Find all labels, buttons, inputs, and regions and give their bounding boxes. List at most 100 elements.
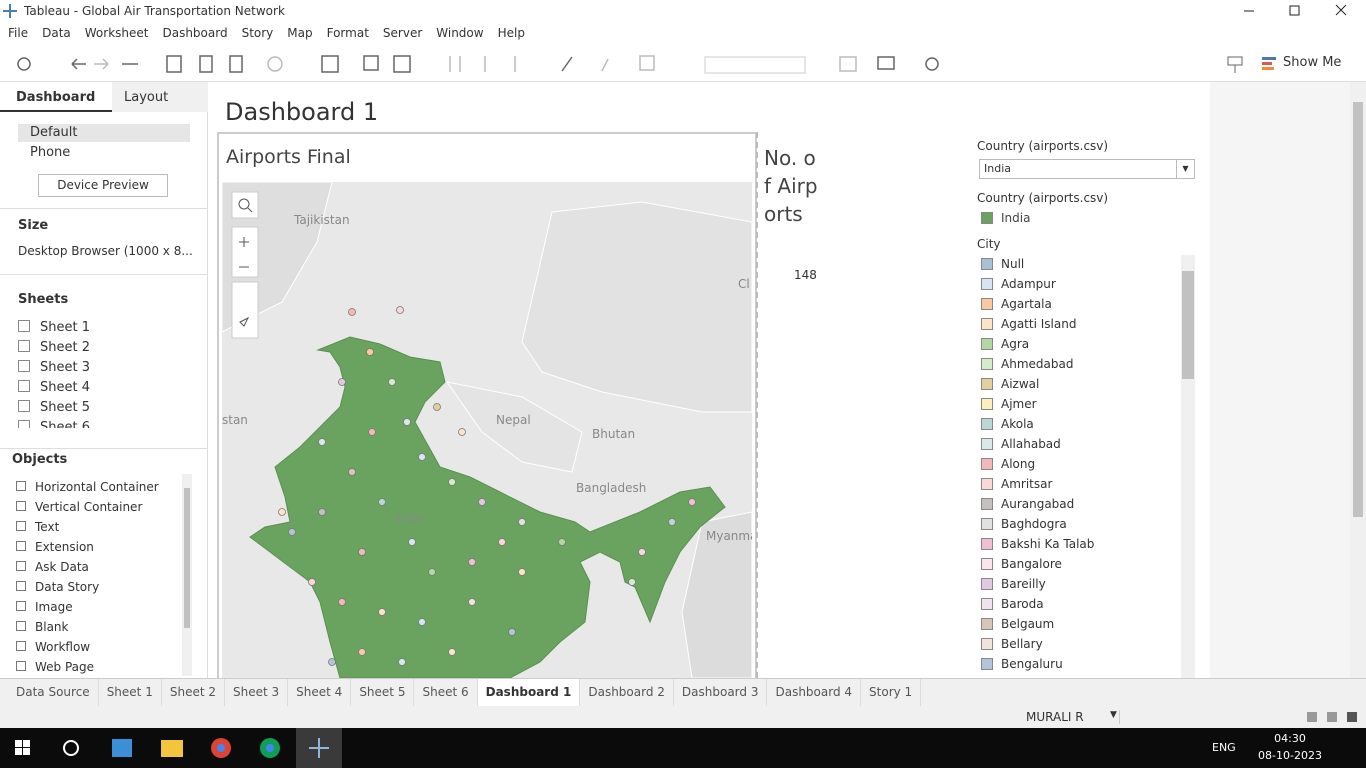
- sheet-tab[interactable]: Sheet 6: [414, 679, 478, 706]
- airport-point[interactable]: [458, 428, 466, 436]
- airport-point[interactable]: [348, 308, 356, 316]
- menu-item[interactable]: Dashboard: [162, 26, 228, 40]
- city-legend-item[interactable]: Ahmedabad: [977, 355, 1197, 375]
- city-legend-item[interactable]: Baroda: [977, 595, 1197, 615]
- sheet-item[interactable]: Sheet 4: [18, 380, 198, 400]
- airport-point[interactable]: [418, 618, 426, 626]
- menu-item[interactable]: Story: [241, 26, 274, 40]
- airport-point[interactable]: [428, 568, 436, 576]
- size-dropdown[interactable]: Desktop Browser (1000 x 8...: [18, 244, 192, 258]
- view-icons[interactable]: [1305, 710, 1361, 724]
- airport-point[interactable]: [378, 498, 386, 506]
- object-item[interactable]: Image: [16, 600, 186, 620]
- canvas-scrollbar[interactable]: [1350, 82, 1366, 678]
- airport-point[interactable]: [358, 548, 366, 556]
- city-legend-item[interactable]: Amritsar: [977, 475, 1197, 495]
- country-legend-item[interactable]: India: [981, 211, 1030, 225]
- airport-point[interactable]: [398, 658, 406, 666]
- airport-point[interactable]: [318, 438, 326, 446]
- menu-item[interactable]: Worksheet: [84, 26, 149, 40]
- map[interactable]: Tajikistan Nepal Bhutan Bangladesh India Myan…: [222, 182, 752, 678]
- airport-point[interactable]: [368, 428, 376, 436]
- device-default[interactable]: Default: [18, 124, 190, 142]
- sheet-item[interactable]: Sheet 6: [18, 420, 198, 428]
- airport-point[interactable]: [378, 608, 386, 616]
- sheet-tab[interactable]: Sheet 4: [288, 679, 352, 706]
- airport-point[interactable]: [478, 498, 486, 506]
- city-legend-item[interactable]: Agatti Island: [977, 315, 1197, 335]
- menu-item[interactable]: Map: [287, 26, 313, 40]
- city-legend-item[interactable]: Bengaluru: [977, 655, 1197, 675]
- presentation-icon[interactable]: [1226, 55, 1266, 75]
- airport-point[interactable]: [388, 378, 396, 386]
- airport-point[interactable]: [628, 578, 636, 586]
- airport-point[interactable]: [358, 648, 366, 656]
- city-legend-item[interactable]: Bareilly: [977, 575, 1197, 595]
- sheet-tab[interactable]: Dashboard 3: [674, 679, 768, 706]
- object-item[interactable]: Ask Data: [16, 560, 186, 580]
- sheet-item[interactable]: Sheet 5: [18, 400, 198, 420]
- airport-point[interactable]: [348, 468, 356, 476]
- city-legend-item[interactable]: Bellary: [977, 635, 1197, 655]
- city-legend-item[interactable]: Bangalore: [977, 555, 1197, 575]
- airport-point[interactable]: [403, 418, 411, 426]
- menu-item[interactable]: Help: [497, 26, 525, 40]
- airport-point[interactable]: [433, 403, 441, 411]
- airport-point[interactable]: [328, 658, 336, 666]
- device-phone[interactable]: Phone: [30, 145, 71, 160]
- city-legend-item[interactable]: Allahabad: [977, 435, 1197, 455]
- object-item[interactable]: Text: [16, 520, 186, 540]
- airport-point[interactable]: [508, 628, 516, 636]
- show-me-button[interactable]: Show Me: [1283, 55, 1342, 70]
- object-item[interactable]: Data Story: [16, 580, 186, 600]
- sheet-tab[interactable]: Sheet 2: [162, 679, 225, 706]
- airport-point[interactable]: [338, 378, 346, 386]
- airport-point[interactable]: [518, 568, 526, 576]
- city-legend-item[interactable]: Along: [977, 455, 1197, 475]
- tab-layout[interactable]: Layout: [112, 82, 208, 112]
- device-preview-button[interactable]: Device Preview: [38, 174, 168, 197]
- airport-point[interactable]: [468, 558, 476, 566]
- airport-point[interactable]: [468, 598, 476, 606]
- sheet-item[interactable]: Sheet 3: [18, 360, 198, 380]
- menu-item[interactable]: Data: [42, 26, 71, 40]
- object-item[interactable]: Vertical Container: [16, 500, 186, 520]
- city-legend-item[interactable]: Aizwal: [977, 375, 1197, 395]
- airport-point[interactable]: [408, 538, 416, 546]
- airport-point[interactable]: [278, 508, 286, 516]
- sheet-tab[interactable]: Story 1: [861, 679, 922, 706]
- airport-point[interactable]: [518, 518, 526, 526]
- airport-point[interactable]: [558, 538, 566, 546]
- user-menu[interactable]: MURALI R ▼: [1000, 710, 1120, 724]
- taskbar-icons[interactable]: [0, 728, 350, 768]
- airport-point[interactable]: [448, 648, 456, 656]
- airport-point[interactable]: [668, 518, 676, 526]
- language-indicator[interactable]: ENG: [1212, 741, 1236, 754]
- sheet-tab[interactable]: Sheet 5: [351, 679, 415, 706]
- airport-point[interactable]: [338, 598, 346, 606]
- object-item[interactable]: Web Page: [16, 660, 186, 676]
- sheet-item[interactable]: Sheet 2: [18, 340, 198, 360]
- city-legend-item[interactable]: Aurangabad: [977, 495, 1197, 515]
- city-legend-item[interactable]: Bakshi Ka Talab: [977, 535, 1197, 555]
- objects-scrollbar[interactable]: [182, 474, 192, 676]
- airport-point[interactable]: [366, 348, 374, 356]
- airport-point[interactable]: [288, 528, 296, 536]
- tab-dashboard[interactable]: Dashboard: [0, 82, 112, 112]
- object-item[interactable]: Blank: [16, 620, 186, 640]
- airport-point[interactable]: [688, 498, 696, 506]
- airport-point[interactable]: [318, 508, 326, 516]
- city-legend-item[interactable]: Akola: [977, 415, 1197, 435]
- airport-point[interactable]: [308, 578, 316, 586]
- menu-item[interactable]: Window: [436, 26, 484, 40]
- sheet-tab[interactable]: Dashboard 4: [767, 679, 862, 706]
- city-legend-item[interactable]: Belgaum: [977, 615, 1197, 635]
- airport-point[interactable]: [396, 306, 404, 314]
- city-legend-item[interactable]: Baghdogra: [977, 515, 1197, 535]
- airport-point[interactable]: [418, 453, 426, 461]
- clock-date[interactable]: 08-10-2023: [1258, 749, 1322, 762]
- window-controls[interactable]: [1240, 2, 1360, 20]
- sheet-tab[interactable]: Dashboard 2: [580, 679, 674, 706]
- sheet-tab[interactable]: Data Source: [8, 679, 99, 706]
- city-legend-item[interactable]: Ajmer: [977, 395, 1197, 415]
